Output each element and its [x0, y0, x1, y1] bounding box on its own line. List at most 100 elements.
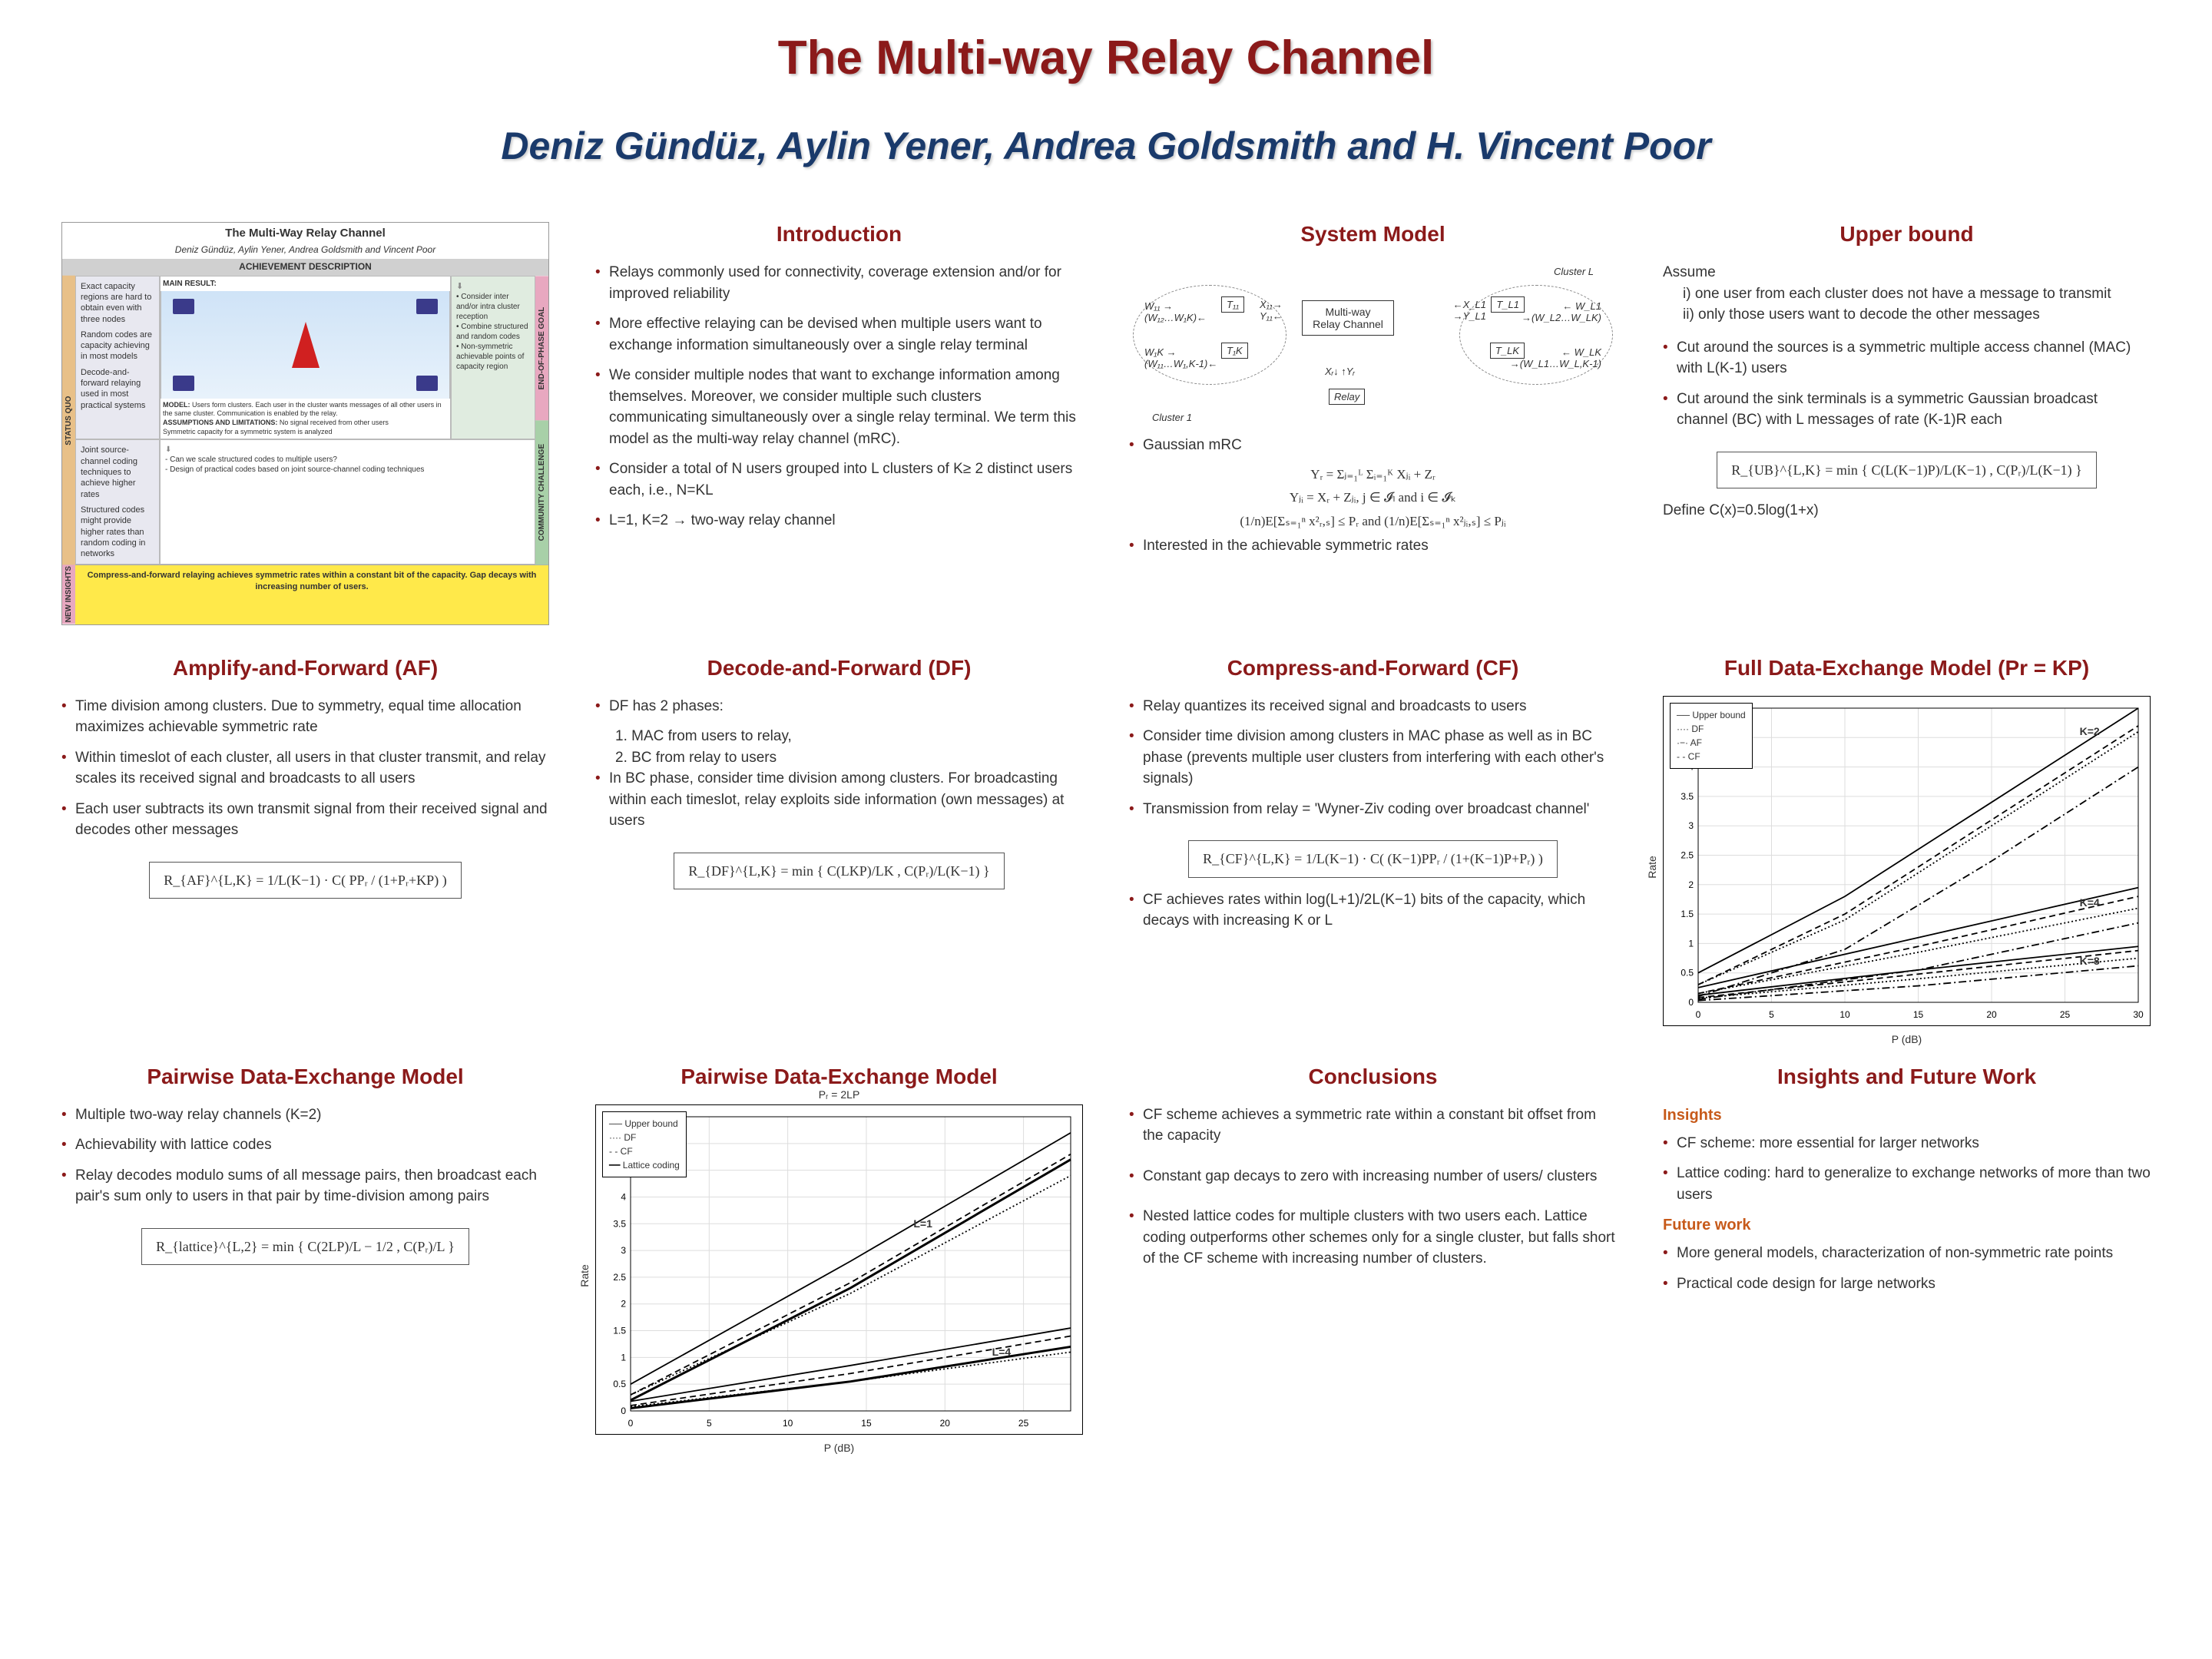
- achievement-block: The Multi-Way Relay Channel Deniz Gündüz…: [61, 222, 549, 625]
- ylabel: Rate: [1646, 856, 1658, 879]
- bullet: Interested in the achievable symmetric r…: [1129, 535, 1617, 557]
- label: Multi-way: [1310, 306, 1386, 318]
- relay-label: Relay: [1329, 389, 1365, 405]
- vlabel-challenge: COMMUNITY CHALLENGE: [535, 420, 548, 565]
- svg-text:1.5: 1.5: [1681, 909, 1694, 919]
- bullet: Nested lattice codes for multiple cluste…: [1129, 1206, 1617, 1270]
- vlabel-status: STATUS QUO: [62, 276, 75, 565]
- ach-li: Joint source-channel coding techniques t…: [81, 445, 154, 499]
- svg-text:0: 0: [1688, 997, 1694, 1008]
- subhead: Future work: [1663, 1214, 2151, 1237]
- section-pairwise-chart: Pairwise Data-Exchange Model 05101520250…: [595, 1065, 1083, 1442]
- chart-title: Pᵣ = 2LP: [596, 1088, 1082, 1101]
- bullet: Each user subtracts its own transmit sig…: [61, 799, 549, 841]
- svg-text:2: 2: [621, 1298, 626, 1309]
- section-df: Decode-and-Forward (DF) DF has 2 phases:…: [595, 656, 1083, 1034]
- t-box: T₁₁: [1221, 296, 1244, 313]
- bullet: Constant gap decays to zero with increas…: [1129, 1166, 1617, 1187]
- svg-text:2: 2: [1688, 879, 1694, 890]
- equation: Yⱼᵢ = Xᵣ + Zⱼᵢ, j ∈ 𝓘ₗ and i ∈ 𝓘ₖ: [1129, 488, 1617, 508]
- bullet: L=1, K=2 → two-way relay channel: [595, 510, 1083, 531]
- multiway-box: Multi-way Relay Channel: [1302, 300, 1394, 336]
- bullet: Relays commonly used for connectivity, c…: [595, 262, 1083, 304]
- section-insights: Insights and Future Work Insights CF sch…: [1663, 1065, 2151, 1442]
- bullet: Cut around the sources is a symmetric mu…: [1663, 337, 2151, 379]
- ach-model-h: MODEL:: [163, 401, 190, 409]
- phase: 2. BC from relay to users: [595, 747, 1083, 769]
- vlabel-goal: END-OF-PHASE GOAL: [535, 276, 548, 420]
- t-box: T_L1: [1491, 296, 1525, 313]
- xy-label: Xᵣ↓ ↑Yᵣ: [1325, 366, 1355, 377]
- heading: Upper bound: [1663, 222, 2151, 247]
- section-intro: Introduction Relays commonly used for co…: [595, 222, 1083, 625]
- bullet: CF achieves rates within log(L+1)/2L(K−1…: [1129, 889, 1617, 932]
- svg-text:25: 25: [2060, 1009, 2071, 1020]
- w-label: ← W_LK→(W_L1…W_L,K-1): [1510, 346, 1601, 369]
- section-upper: Upper bound Assume i) one user from each…: [1663, 222, 2151, 625]
- t-box: T₁K: [1221, 343, 1248, 359]
- svg-text:20: 20: [940, 1418, 951, 1429]
- svg-text:2.5: 2.5: [1681, 849, 1694, 860]
- legend-item: Upper bound: [1692, 710, 1745, 720]
- ach-li: Random codes are capacity achieving in m…: [81, 329, 154, 363]
- svg-text:0.5: 0.5: [1681, 967, 1694, 978]
- bullet: Relay decodes modulo sums of all message…: [61, 1165, 549, 1207]
- assume-item: i) one user from each cluster does not h…: [1663, 283, 2151, 305]
- legend-item: Lattice coding: [623, 1160, 680, 1171]
- xlabel: P (dB): [1664, 1033, 2150, 1045]
- bullet: CF scheme achieves a symmetric rate with…: [1129, 1104, 1617, 1147]
- w-label: W₁K →(W₁₁…W₁,K-1)←: [1144, 346, 1217, 369]
- section-pairwise-left: Pairwise Data-Exchange Model Multiple tw…: [61, 1065, 549, 1442]
- phase: 1. MAC from users to relay,: [595, 726, 1083, 747]
- svg-text:25: 25: [1018, 1418, 1029, 1429]
- w-label: W₁₁ →(W₁₂…W₁K)←: [1144, 300, 1207, 323]
- ach-challenge: ⬇ - Can we scale structured codes to mul…: [160, 439, 535, 565]
- svg-text:10: 10: [1839, 1009, 1850, 1020]
- cluster-label: Cluster L: [1554, 266, 1594, 277]
- svg-text:1: 1: [1688, 938, 1694, 949]
- legend-item: CF: [621, 1146, 633, 1157]
- heading: Decode-and-Forward (DF): [595, 656, 1083, 680]
- formula: R_{lattice}^{L,2} = min { C(2LP)/L − 1/2…: [141, 1228, 469, 1265]
- ylabel: Rate: [578, 1264, 591, 1287]
- formula: R_{UB}^{L,K} = min { C(L(K−1)P)/L(K−1) ,…: [1717, 452, 2097, 488]
- svg-text:3.5: 3.5: [613, 1218, 626, 1229]
- section-system: System Model Multi-way Relay Channel T₁₁…: [1129, 222, 1617, 625]
- ach-header: ACHIEVEMENT DESCRIPTION: [62, 259, 548, 276]
- define: Define C(x)=0.5log(1+x): [1663, 500, 2151, 522]
- xlabel: P (dB): [596, 1442, 1082, 1454]
- vlabel-new: NEW INSIGHTS: [62, 565, 75, 624]
- svg-text:20: 20: [1986, 1009, 1997, 1020]
- bullet: Transmission from relay = 'Wyner-Ziv cod…: [1129, 799, 1617, 820]
- equation: (1/n)E[Σₛ₌₁ⁿ x²ᵣ,ₛ] ≤ Pᵣ and (1/n)E[Σₛ₌₁…: [1129, 512, 1617, 531]
- legend-item: CF: [1688, 751, 1700, 762]
- formula: R_{DF}^{L,K} = min { C(LKP)/LK , C(Pᵣ)/L…: [674, 853, 1004, 889]
- heading: System Model: [1129, 222, 1617, 247]
- bullet: Practical code design for large networks: [1663, 1273, 2151, 1295]
- bullet: Multiple two-way relay channels (K=2): [61, 1104, 549, 1126]
- svg-text:3: 3: [1688, 820, 1694, 831]
- ach-insights: Joint source-channel coding techniques t…: [75, 439, 160, 565]
- bullet: Consider time division among clusters in…: [1129, 726, 1617, 790]
- bullet: In BC phase, consider time division amon…: [595, 768, 1083, 832]
- svg-text:30: 30: [2133, 1009, 2144, 1020]
- svg-text:3: 3: [621, 1245, 626, 1256]
- svg-text:3.5: 3.5: [1681, 791, 1694, 802]
- heading: Introduction: [595, 222, 1083, 247]
- ach-sub: Deniz Gündüz, Aylin Yener, Andrea Goldsm…: [62, 244, 548, 260]
- section-conclusions: Conclusions CF scheme achieves a symmetr…: [1129, 1065, 1617, 1442]
- subhead: Insights: [1663, 1104, 2151, 1127]
- formula: R_{AF}^{L,K} = 1/L(K−1) · C( PPᵣ / (1+Pᵣ…: [149, 862, 461, 899]
- ach-li: No signal received from other users: [280, 419, 389, 426]
- bullet: Lattice coding: hard to generalize to ex…: [1663, 1163, 2151, 1205]
- section-af: Amplify-and-Forward (AF) Time division a…: [61, 656, 549, 1034]
- heading: Full Data-Exchange Model (Pr = KP): [1663, 656, 2151, 680]
- svg-text:4: 4: [621, 1191, 626, 1202]
- heading: Compress-and-Forward (CF): [1129, 656, 1617, 680]
- ach-li: Structured codes might provide higher ra…: [81, 505, 154, 559]
- svg-text:0: 0: [1696, 1009, 1701, 1020]
- heading: Insights and Future Work: [1663, 1065, 2151, 1089]
- ach-li: Can we scale structured codes to multipl…: [170, 455, 337, 464]
- ach-model-t: Users form clusters. Each user in the cl…: [163, 401, 442, 418]
- svg-text:0: 0: [628, 1418, 634, 1429]
